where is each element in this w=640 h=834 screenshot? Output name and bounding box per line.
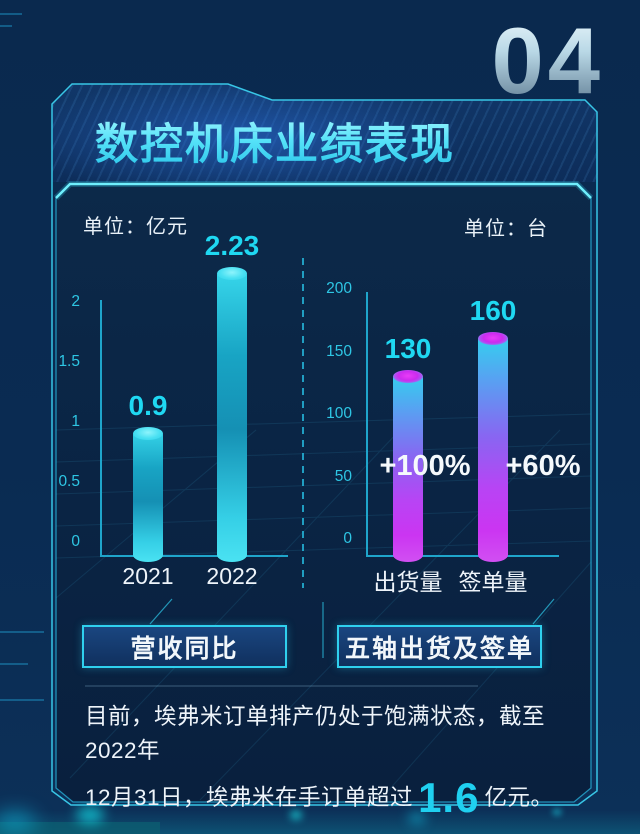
tick-label: 50 xyxy=(334,467,352,485)
left-chart-axes xyxy=(100,300,288,557)
tick-label: 0 xyxy=(343,530,352,547)
category-label: 2022 xyxy=(206,563,258,589)
bar-top-cap xyxy=(478,332,508,345)
outer-frame xyxy=(51,83,598,806)
annotation: +100% xyxy=(379,450,471,482)
tick-label: 1.5 xyxy=(58,353,80,370)
unit-label-right: 单位：台 xyxy=(464,218,548,240)
page-title: 数控机床业绩表现 xyxy=(70,110,480,172)
unit-label-left: 单位：亿元 xyxy=(83,216,188,238)
summary-paragraph: 目前，埃弗米订单排产仍处于饱满状态，截至2022年 12月31日，埃弗米在手订单… xyxy=(85,700,565,822)
category-label: 签单量 xyxy=(458,569,528,595)
tick-label: 200 xyxy=(326,280,352,297)
tick-label: 2 xyxy=(71,293,80,310)
tick-label: 0.5 xyxy=(58,473,80,490)
tick-label: 1 xyxy=(71,413,80,430)
summary-line2-prefix: 12月31日，埃弗米在手订单超过 xyxy=(85,785,414,810)
glow-dot xyxy=(290,810,302,820)
chart-right-caption-box: 五轴出货及签单 xyxy=(337,625,542,668)
highlight-value: 1.6 xyxy=(418,774,480,821)
tick-label: 150 xyxy=(326,342,352,360)
category-label: 2021 xyxy=(122,563,174,589)
chart-left-caption-box: 营收同比 xyxy=(82,625,287,668)
glow-dot xyxy=(408,812,426,824)
bar-2022 xyxy=(217,267,247,562)
right-chart-axes xyxy=(366,292,559,557)
tick-label: 0 xyxy=(71,533,80,550)
caption-text: 五轴出货及签单 xyxy=(344,634,534,663)
page-number: 04 xyxy=(491,8,604,113)
bar-2021 xyxy=(133,427,163,562)
annotation: +60% xyxy=(505,450,581,482)
edge-tick-decoration xyxy=(0,13,44,701)
summary-line1: 目前，埃弗米订单排产仍处于饱满状态，截至2022年 xyxy=(85,704,546,763)
value-label: 160 xyxy=(469,295,517,326)
value-label: 130 xyxy=(384,332,432,364)
summary-line2: 12月31日，埃弗米在手订单超过 1.6 亿元。 xyxy=(85,774,565,822)
caption-text: 营收同比 xyxy=(130,634,239,663)
glow-dot xyxy=(552,808,562,816)
glow-dot xyxy=(76,806,104,824)
category-label: 出货量 xyxy=(373,569,443,595)
glow-dot xyxy=(0,812,36,832)
bottom-left-block-decoration xyxy=(0,822,160,834)
value-label: 0.9 xyxy=(128,390,168,421)
bar-top-cap xyxy=(217,267,247,281)
bar-top-cap xyxy=(133,427,163,440)
bar-top-cap xyxy=(393,369,423,383)
bar-签单量 xyxy=(478,332,508,562)
summary-line2-suffix: 亿元。 xyxy=(484,785,554,810)
bar-出货量 xyxy=(393,369,423,562)
tick-label: 100 xyxy=(326,405,352,422)
